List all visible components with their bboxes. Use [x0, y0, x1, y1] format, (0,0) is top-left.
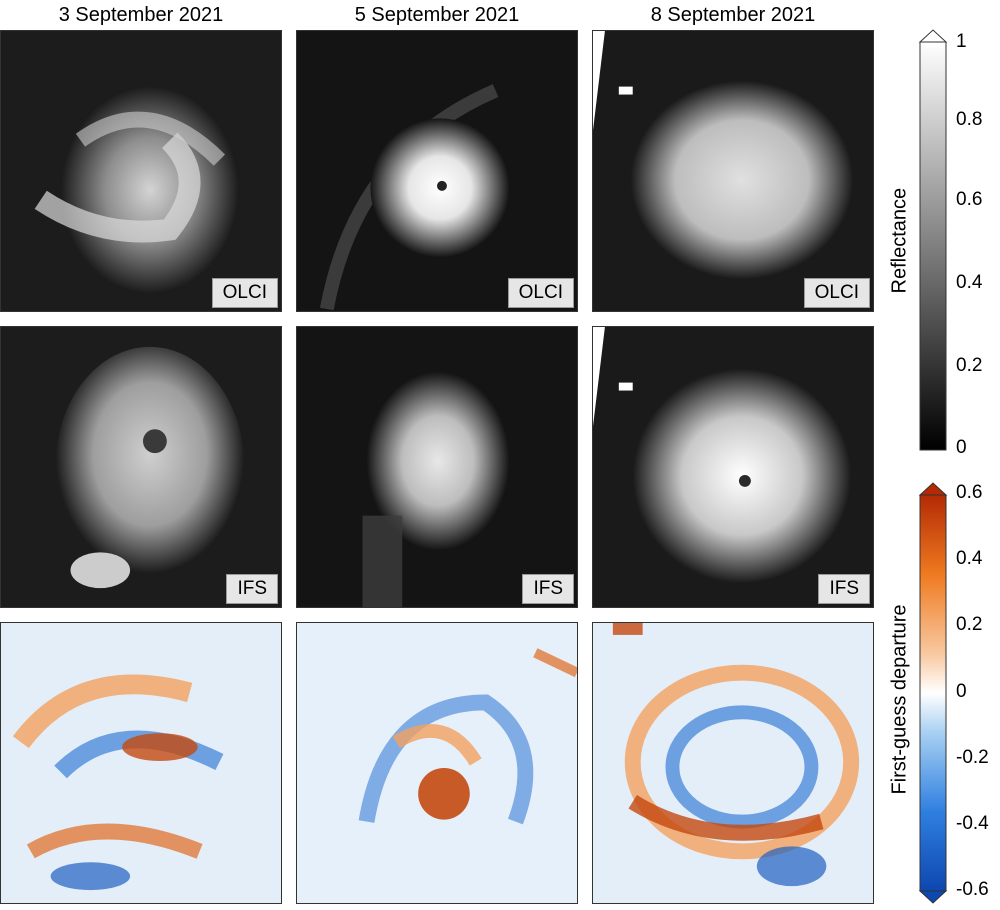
departure-tick: -0.6 [956, 879, 989, 900]
panel-label-ifs: IFS [226, 574, 278, 604]
ifs-panel-sep8: IFS [592, 326, 874, 608]
departure-image-sep5 [297, 623, 577, 903]
departure-image-sep8 [593, 623, 873, 903]
ifs-image-sep5 [297, 327, 577, 607]
departure-panel-sep5 [296, 622, 578, 904]
ifs-image-sep8 [593, 327, 873, 607]
departure-tick: -0.4 [956, 813, 989, 834]
ifs-image-sep3 [1, 327, 281, 607]
departure-colorbar-label: First-guess departure [888, 604, 911, 795]
reflectance-colorbar-label: Reflectance [888, 187, 911, 294]
olci-panel-sep5: OLCI [296, 30, 578, 312]
departure-tick: 0.4 [956, 548, 983, 569]
reflectance-tick: 0.2 [956, 355, 983, 376]
departure-tick: 0 [956, 681, 967, 702]
olci-panel-sep3: OLCI [0, 30, 282, 312]
panel-label-ifs: IFS [522, 574, 574, 604]
olci-image-sep3 [1, 31, 281, 311]
panel-label-ifs: IFS [818, 574, 870, 604]
column-title-sep5: 5 September 2021 [354, 4, 520, 26]
departure-panel-sep8 [592, 622, 874, 904]
departure-image-sep3 [1, 623, 281, 903]
reflectance-tick: 0.6 [956, 189, 983, 210]
departure-tick: 0.2 [956, 614, 983, 635]
column-title-sep8: 8 September 2021 [650, 4, 816, 26]
reflectance-tick: 0 [956, 437, 967, 458]
ifs-panel-sep5: IFS [296, 326, 578, 608]
olci-image-sep5 [297, 31, 577, 311]
ifs-panel-sep3: IFS [0, 326, 282, 608]
olci-image-sep8 [593, 31, 873, 311]
reflectance-tick: 1 [956, 31, 967, 52]
panel-label-olci: OLCI [507, 278, 574, 308]
departure-tick: 0.6 [956, 482, 983, 503]
reflectance-tick: 0.4 [956, 272, 983, 293]
column-title-sep3: 3 September 2021 [58, 4, 224, 26]
departure-tick: -0.2 [956, 747, 989, 768]
panel-label-olci: OLCI [803, 278, 870, 308]
departure-colorbar [918, 482, 948, 904]
panel-label-olci: OLCI [211, 278, 278, 308]
departure-panel-sep3 [0, 622, 282, 904]
reflectance-tick: 0.8 [956, 109, 983, 130]
reflectance-colorbar [918, 29, 948, 451]
olci-panel-sep8: OLCI [592, 30, 874, 312]
